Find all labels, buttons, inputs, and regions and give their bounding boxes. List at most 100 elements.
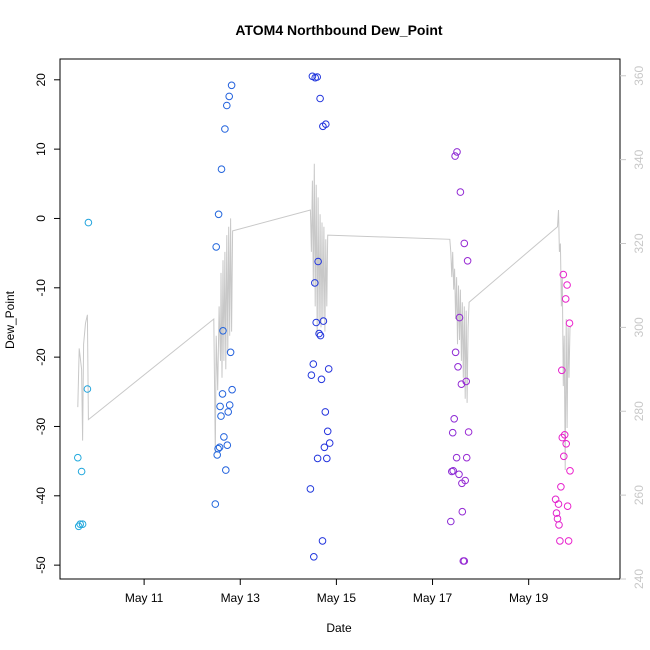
data-point — [223, 101, 231, 110]
data-point — [463, 257, 472, 265]
data-point — [314, 257, 322, 266]
x-tick-label: May 11 — [125, 591, 164, 605]
data-point — [215, 443, 224, 452]
y-right-tick-label: 360 — [632, 65, 646, 85]
data-point — [211, 500, 220, 508]
data-point — [321, 408, 330, 416]
data-point — [464, 428, 473, 436]
data-point — [214, 444, 222, 453]
y-tick-label: -10 — [34, 279, 48, 297]
y-right-tick-label: 340 — [632, 149, 646, 169]
series-line — [77, 163, 571, 471]
data-point — [324, 365, 333, 373]
points-group — [74, 72, 574, 565]
data-point — [216, 402, 224, 411]
data-point — [462, 453, 471, 462]
data-point — [562, 440, 571, 448]
data-point — [218, 390, 227, 398]
data-point — [225, 401, 234, 409]
y-tick-label: 0 — [34, 215, 48, 222]
data-point — [228, 385, 236, 394]
y-axis-right: 240 260 280 300 320 340 360 — [620, 65, 646, 589]
data-point — [554, 500, 563, 508]
data-point — [222, 466, 230, 474]
data-point — [454, 363, 462, 371]
y-right-tick-label: 280 — [632, 401, 646, 421]
data-point — [323, 454, 331, 463]
y-tick-label: -40 — [34, 487, 48, 505]
x-tick-label: May 17 — [413, 591, 453, 605]
x-tick-label: May 13 — [221, 591, 261, 605]
y-right-tick-label: 260 — [632, 485, 646, 505]
data-point — [224, 408, 232, 416]
chart-title: ATOM4 Northbound Dew_Point — [235, 22, 442, 38]
x-tick-label: May 15 — [317, 591, 357, 605]
data-point — [313, 454, 322, 463]
data-point — [560, 452, 568, 461]
data-point — [453, 148, 461, 156]
data-point — [227, 81, 236, 90]
data-point — [462, 377, 471, 386]
data-point — [318, 537, 327, 545]
data-point — [556, 537, 564, 545]
y-right-tick-label: 300 — [632, 317, 646, 337]
data-point — [76, 520, 84, 529]
data-point — [450, 415, 459, 423]
data-point — [563, 281, 571, 289]
data-point — [322, 120, 330, 128]
data-point — [83, 385, 92, 393]
data-point — [560, 431, 569, 439]
data-point — [219, 327, 227, 335]
data-point — [565, 319, 574, 328]
data-point — [557, 483, 565, 491]
data-point — [313, 73, 322, 81]
series-line-group — [77, 163, 571, 471]
data-point — [447, 517, 455, 526]
data-point — [555, 521, 563, 529]
data-point — [451, 348, 460, 357]
data-point — [306, 485, 315, 493]
data-point — [311, 279, 319, 287]
data-point — [563, 502, 572, 511]
data-point — [559, 270, 568, 279]
data-point — [561, 295, 570, 303]
data-point — [566, 467, 574, 475]
y-right-tick-label: 320 — [632, 233, 646, 253]
data-point — [558, 366, 566, 375]
data-point — [213, 451, 221, 459]
data-point — [220, 433, 228, 441]
y-tick-label: -30 — [34, 417, 48, 435]
data-point — [217, 412, 225, 420]
data-point — [78, 520, 87, 529]
data-point — [223, 441, 232, 450]
data-point — [316, 331, 325, 340]
data-point — [225, 92, 233, 101]
data-point — [310, 553, 318, 561]
data-point — [214, 210, 223, 219]
data-point — [307, 371, 316, 380]
data-point — [221, 125, 229, 133]
data-point — [226, 348, 235, 357]
data-point — [323, 427, 332, 436]
y-tick-label: 10 — [34, 142, 48, 156]
data-point — [552, 509, 561, 517]
data-point — [325, 439, 334, 447]
y-tick-label: -50 — [34, 556, 48, 574]
data-point — [312, 318, 321, 327]
data-point — [316, 94, 324, 103]
y-axis-label: Dew_Point — [3, 290, 17, 349]
data-point — [77, 467, 86, 476]
data-point — [319, 317, 328, 325]
data-point — [551, 495, 560, 504]
y-tick-label: -20 — [34, 348, 48, 366]
data-point — [448, 428, 457, 437]
y-axis: -50 -40 -30 -20 -10 0 10 20 — [34, 73, 60, 574]
y-tick-label: 20 — [34, 73, 48, 87]
data-point — [309, 360, 318, 368]
data-point — [455, 470, 463, 479]
data-point — [217, 165, 226, 173]
x-axis-label: Date — [326, 621, 352, 635]
data-point — [212, 243, 220, 251]
data-point — [84, 218, 93, 227]
